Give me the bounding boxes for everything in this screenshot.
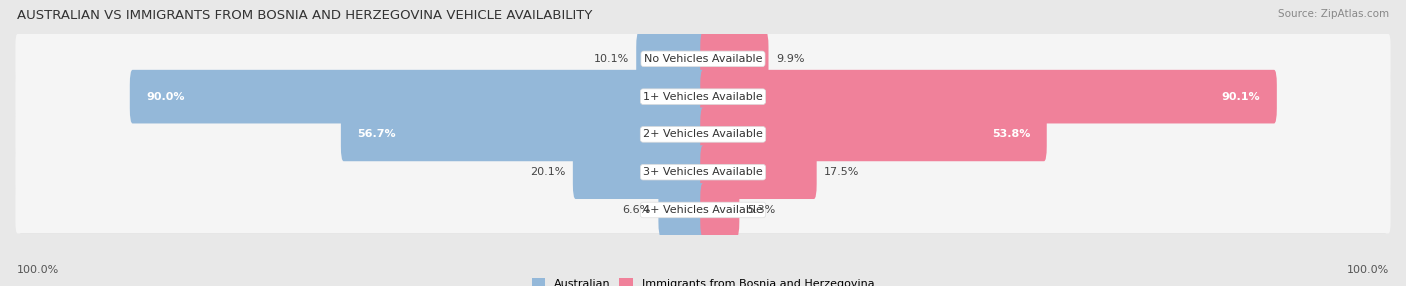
- FancyBboxPatch shape: [572, 145, 706, 199]
- FancyBboxPatch shape: [15, 34, 1391, 82]
- Text: 6.6%: 6.6%: [623, 205, 651, 215]
- Text: 2+ Vehicles Available: 2+ Vehicles Available: [643, 130, 763, 139]
- Text: 3+ Vehicles Available: 3+ Vehicles Available: [643, 167, 763, 177]
- FancyBboxPatch shape: [700, 108, 1046, 161]
- Legend: Australian, Immigrants from Bosnia and Herzegovina: Australian, Immigrants from Bosnia and H…: [527, 274, 879, 286]
- Text: 17.5%: 17.5%: [824, 167, 859, 177]
- FancyBboxPatch shape: [18, 185, 1388, 234]
- Text: 56.7%: 56.7%: [357, 130, 396, 139]
- Text: 90.0%: 90.0%: [146, 92, 184, 102]
- Text: 100.0%: 100.0%: [1347, 265, 1389, 275]
- Text: 4+ Vehicles Available: 4+ Vehicles Available: [643, 205, 763, 215]
- Text: Source: ZipAtlas.com: Source: ZipAtlas.com: [1278, 9, 1389, 19]
- FancyBboxPatch shape: [15, 110, 1391, 158]
- FancyBboxPatch shape: [340, 108, 706, 161]
- FancyBboxPatch shape: [129, 70, 706, 124]
- Text: 1+ Vehicles Available: 1+ Vehicles Available: [643, 92, 763, 102]
- FancyBboxPatch shape: [18, 109, 1388, 158]
- FancyBboxPatch shape: [18, 147, 1388, 196]
- FancyBboxPatch shape: [637, 32, 706, 86]
- FancyBboxPatch shape: [700, 32, 769, 86]
- FancyBboxPatch shape: [658, 183, 706, 237]
- Text: No Vehicles Available: No Vehicles Available: [644, 54, 762, 64]
- Text: 10.1%: 10.1%: [593, 54, 628, 64]
- Text: 53.8%: 53.8%: [991, 130, 1031, 139]
- Text: 100.0%: 100.0%: [17, 265, 59, 275]
- FancyBboxPatch shape: [15, 147, 1391, 196]
- FancyBboxPatch shape: [15, 72, 1391, 120]
- FancyBboxPatch shape: [18, 71, 1388, 120]
- Text: 9.9%: 9.9%: [776, 54, 804, 64]
- Text: 5.3%: 5.3%: [747, 205, 775, 215]
- Text: AUSTRALIAN VS IMMIGRANTS FROM BOSNIA AND HERZEGOVINA VEHICLE AVAILABILITY: AUSTRALIAN VS IMMIGRANTS FROM BOSNIA AND…: [17, 9, 592, 21]
- FancyBboxPatch shape: [700, 183, 740, 237]
- Text: 90.1%: 90.1%: [1222, 92, 1260, 102]
- FancyBboxPatch shape: [700, 145, 817, 199]
- FancyBboxPatch shape: [700, 70, 1277, 124]
- FancyBboxPatch shape: [18, 33, 1388, 83]
- Text: 20.1%: 20.1%: [530, 167, 565, 177]
- FancyBboxPatch shape: [15, 185, 1391, 233]
